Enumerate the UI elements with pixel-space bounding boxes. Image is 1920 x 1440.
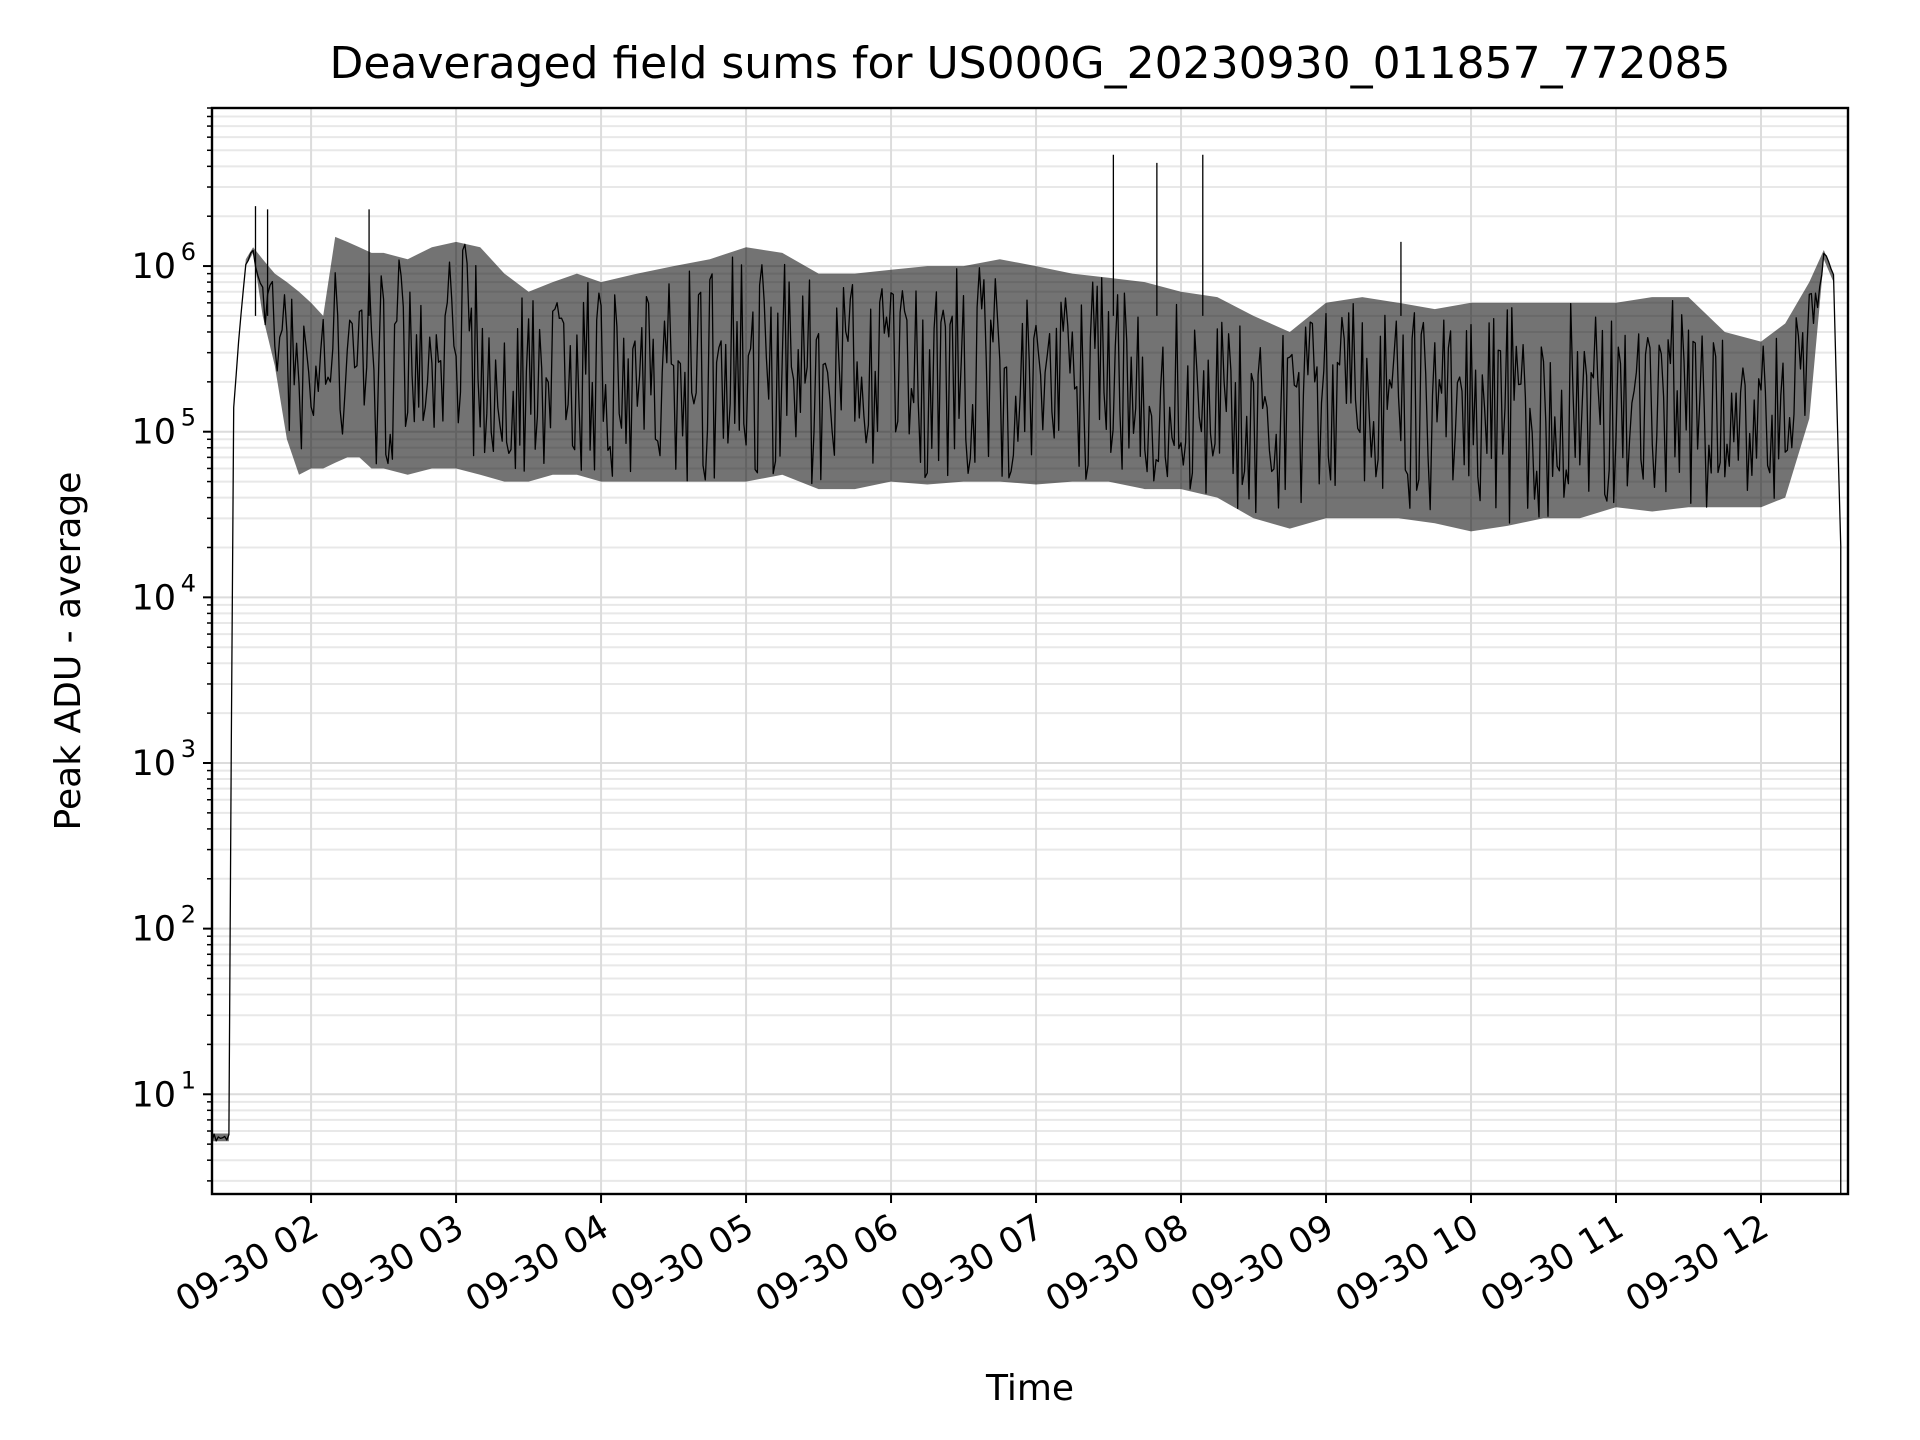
x-tick-label: 09-30 05 bbox=[604, 1207, 760, 1320]
y-tick-label: 10 bbox=[131, 910, 176, 950]
y-axis-label: Peak ADU - average bbox=[48, 472, 89, 831]
y-tick-label-exponent: 4 bbox=[181, 569, 196, 597]
y-tick-label-exponent: 1 bbox=[181, 1066, 196, 1094]
x-tick-label: 09-30 03 bbox=[314, 1207, 470, 1320]
series-layer bbox=[211, 154, 1842, 1194]
y-tick-label: 10 bbox=[131, 578, 176, 618]
x-tick-label: 09-30 06 bbox=[749, 1207, 905, 1320]
y-tick-label: 10 bbox=[131, 744, 176, 784]
y-tick-label-base: 10 bbox=[131, 413, 176, 453]
y-tick-label-exponent: 2 bbox=[181, 901, 196, 929]
y-tick-label-exponent: 3 bbox=[181, 735, 196, 763]
y-tick-label-exponent: 5 bbox=[181, 404, 196, 432]
y-tick-label-exponent: 6 bbox=[181, 238, 196, 266]
x-tick-label: 09-30 04 bbox=[459, 1207, 615, 1320]
x-tick-label: 09-30 11 bbox=[1474, 1207, 1630, 1320]
x-tick-label: 09-30 10 bbox=[1329, 1207, 1485, 1320]
y-tick-label-base: 10 bbox=[131, 247, 176, 287]
series-line bbox=[211, 243, 1842, 1142]
y-tick-label-base: 10 bbox=[131, 744, 176, 784]
y-tick-label-base: 10 bbox=[131, 910, 176, 950]
x-tick-label: 09-30 12 bbox=[1619, 1207, 1775, 1320]
x-tick-label: 09-30 02 bbox=[169, 1207, 325, 1320]
plot-frame bbox=[210, 106, 1850, 1196]
y-tick-label-base: 10 bbox=[131, 1075, 176, 1115]
y-tick-label: 10 bbox=[131, 247, 176, 287]
x-tick-label: 09-30 09 bbox=[1184, 1207, 1340, 1320]
x-axis-label: Time bbox=[985, 1368, 1074, 1409]
x-tick-label: 09-30 07 bbox=[894, 1207, 1050, 1320]
series-envelope bbox=[212, 236, 1841, 1142]
y-tick-label: 10 bbox=[131, 1075, 176, 1115]
chart-title: Deaveraged field sums for US000G_2023093… bbox=[329, 38, 1730, 89]
y-tick-label-base: 10 bbox=[131, 578, 176, 618]
y-tick-label: 10 bbox=[131, 413, 176, 453]
x-tick-label: 09-30 08 bbox=[1039, 1207, 1195, 1320]
